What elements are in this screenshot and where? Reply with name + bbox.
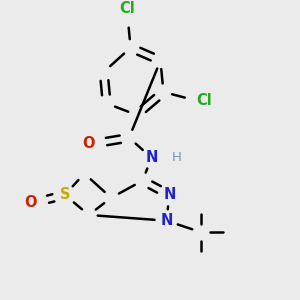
Text: O: O — [82, 136, 95, 151]
Text: S: S — [60, 188, 70, 202]
Text: N: N — [160, 213, 172, 228]
Text: N: N — [145, 150, 158, 165]
Text: O: O — [24, 195, 37, 210]
Text: N: N — [163, 188, 176, 202]
Text: Cl: Cl — [120, 1, 136, 16]
Text: H: H — [172, 151, 182, 164]
Text: Cl: Cl — [196, 93, 212, 108]
